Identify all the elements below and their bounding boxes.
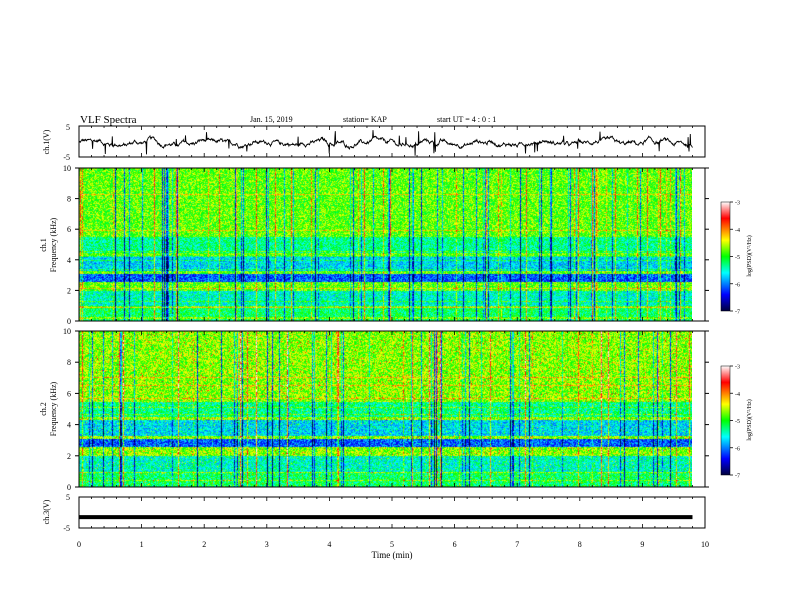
colorbar-tick-label: -5 [735,255,740,261]
ch1-colorbar: -7 -6 -5 -4 -3 log(PSD)(V²/Hz) [720,201,753,316]
colorbar-tick-label: -5 [735,419,740,425]
ytick-label: 8 [67,195,71,204]
ch2-colorbar: -7 -6 -5 -4 -3 log(PSD)(V²/Hz) [720,365,753,480]
xtick-label: 3 [265,540,269,549]
x-axis-label: Time (min) [372,550,413,560]
ch3-ylabel: ch.3(V) [42,499,51,524]
xtick-label: 0 [77,540,81,549]
colorbar-tick-label: -6 [735,446,740,452]
ch2-yticks: 0 2 4 6 8 10 [63,327,709,492]
xtick-label: 6 [453,540,457,549]
xtick-label: 7 [515,540,519,549]
x-axis-ticks [78,126,706,528]
ytick-label: 0 [67,483,71,492]
ch1-colorbar-ticks: -7 -6 -5 -4 -3 [730,201,740,316]
ch2-spec-ylabel-channel: ch.2 [39,402,48,416]
xtick-label: 8 [578,540,582,549]
ch2-colorbar-label: log(PSD)(V²/Hz) [746,399,753,440]
ch2-spectrogram-image [79,331,692,487]
xtick-label: 9 [640,540,644,549]
ch1-yticks: 0 2 4 6 8 10 [63,164,709,326]
ch1-colorbar-gradient [720,201,731,312]
ch1-colorbar-label: log(PSD)(V²/Hz) [746,235,753,276]
ytick-label: 2 [67,452,71,461]
colorbar-tick-label: -7 [735,474,740,480]
ytick-label: 2 [67,286,71,295]
station-label: station= KAP [343,115,387,124]
colorbar-tick-label: -4 [735,392,740,398]
ytick-label: 10 [63,327,71,336]
ch1-waveform-line [78,130,693,156]
ch2-spec-ylabel-frequency: Frequency (kHz) [49,381,58,436]
ytick-label: 8 [67,358,71,367]
ch1-ylabel: ch.1(V) [42,129,51,154]
ch3-waveform-frame [78,496,706,529]
ch3-ytick-top: 5 [66,493,70,502]
ch1-spec-ylabel-channel: ch.1 [39,238,48,252]
ytick-label: 10 [63,164,71,173]
ch1-spec-ylabel-frequency: Frequency (kHz) [49,217,58,272]
figure-title: VLF Spectra [80,114,137,126]
xtick-label: 2 [202,540,206,549]
ytick-label: 4 [67,421,71,430]
colorbar-tick-label: -3 [735,365,740,371]
date-label: Jan. 15, 2019 [250,115,293,124]
ch2-colorbar-gradient [720,365,731,476]
xtick-label: 10 [701,540,709,549]
xtick-label: 5 [390,540,394,549]
colorbar-tick-label: -7 [735,310,740,316]
ch1-waveform-frame [78,125,706,158]
xtick-label: 1 [140,540,144,549]
ch1-ytick-bottom: -5 [63,153,70,162]
ytick-label: 6 [67,389,71,398]
xtick-label: 4 [327,540,331,549]
ch1-spectrogram-image [79,168,692,321]
colorbar-tick-label: -3 [735,201,740,207]
ch2-spectrogram-panel: 0 2 4 6 8 10 ch.2 Frequency (kHz) [39,327,709,492]
ch1-spectrogram-panel: 0 2 4 6 8 10 ch.1 Frequency (kHz) [39,164,709,326]
start-time-label: start UT = 4 : 0 : 1 [437,115,496,124]
ytick-label: 4 [67,256,71,265]
ytick-label: 0 [67,317,71,326]
colorbar-tick-label: -6 [735,282,740,288]
x-axis-tick-labels: 0 1 2 3 4 5 6 7 8 9 10 [77,540,709,549]
colorbar-tick-label: -4 [735,228,740,234]
ch1-ytick-top: 5 [66,123,70,132]
ch3-ytick-bottom: -5 [63,524,70,533]
ch2-colorbar-ticks: -7 -6 -5 -4 -3 [730,365,740,480]
ytick-label: 6 [67,225,71,234]
